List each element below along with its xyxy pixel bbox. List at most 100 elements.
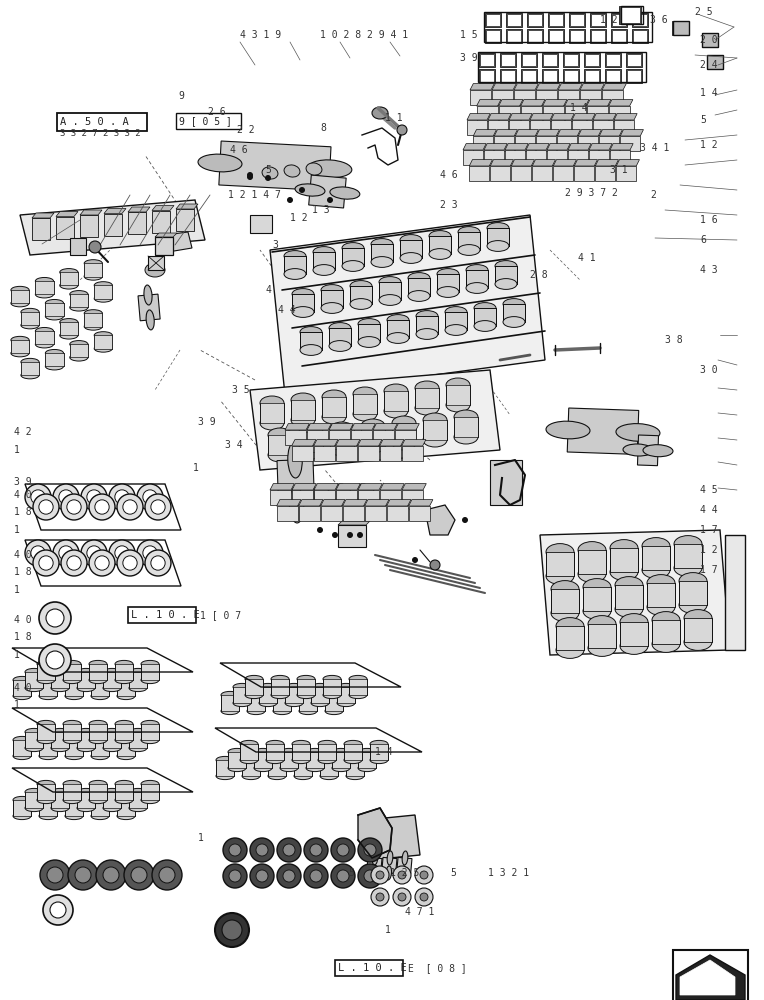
Ellipse shape: [35, 327, 53, 335]
Text: L . 1 0 . E: L . 1 0 . E: [131, 610, 199, 620]
Ellipse shape: [361, 439, 385, 453]
Ellipse shape: [268, 428, 292, 442]
Ellipse shape: [556, 642, 584, 658]
Ellipse shape: [647, 599, 675, 615]
Bar: [91, 800, 109, 816]
Text: 1: 1: [14, 585, 20, 595]
Bar: [268, 760, 286, 776]
Ellipse shape: [620, 614, 648, 630]
Bar: [94, 335, 112, 349]
Text: 3 4 1: 3 4 1: [640, 143, 669, 153]
Bar: [297, 679, 315, 695]
Polygon shape: [165, 232, 192, 252]
Bar: [605, 69, 621, 83]
Circle shape: [31, 490, 45, 504]
Ellipse shape: [323, 691, 341, 699]
Text: 1 2: 1 2: [700, 140, 717, 150]
Bar: [490, 460, 522, 505]
Bar: [402, 490, 423, 505]
Ellipse shape: [652, 636, 680, 652]
Circle shape: [250, 838, 274, 862]
Ellipse shape: [129, 788, 147, 796]
Bar: [155, 237, 173, 255]
Bar: [313, 446, 335, 461]
Ellipse shape: [292, 289, 314, 299]
Polygon shape: [526, 144, 549, 150]
Ellipse shape: [284, 269, 306, 279]
Ellipse shape: [330, 422, 354, 436]
Bar: [527, 13, 543, 27]
Text: 1 4: 1 4: [700, 88, 717, 98]
Bar: [320, 760, 338, 776]
Ellipse shape: [306, 748, 324, 756]
Ellipse shape: [583, 579, 611, 595]
Text: 1 3: 1 3: [312, 205, 329, 215]
Ellipse shape: [84, 310, 102, 317]
Text: 3 9: 3 9: [460, 53, 478, 63]
Bar: [299, 695, 317, 711]
Circle shape: [376, 871, 384, 879]
Ellipse shape: [262, 167, 278, 179]
Bar: [474, 136, 494, 151]
Ellipse shape: [474, 321, 496, 331]
Bar: [353, 394, 377, 414]
Bar: [25, 732, 43, 748]
Circle shape: [81, 484, 107, 510]
Ellipse shape: [271, 675, 289, 683]
Bar: [549, 30, 563, 42]
Ellipse shape: [321, 303, 343, 313]
Ellipse shape: [115, 780, 133, 788]
Ellipse shape: [466, 265, 488, 275]
Ellipse shape: [141, 796, 159, 804]
Ellipse shape: [384, 404, 408, 418]
Bar: [569, 29, 585, 43]
Polygon shape: [536, 84, 560, 90]
Ellipse shape: [91, 812, 109, 820]
Ellipse shape: [39, 736, 57, 744]
Polygon shape: [499, 100, 523, 106]
Polygon shape: [128, 207, 150, 212]
Bar: [542, 53, 558, 67]
Bar: [306, 752, 324, 768]
Polygon shape: [492, 84, 516, 90]
Polygon shape: [474, 130, 497, 136]
Circle shape: [137, 484, 163, 510]
Ellipse shape: [228, 748, 246, 756]
Ellipse shape: [25, 788, 43, 796]
Circle shape: [123, 556, 138, 570]
Text: 4 6: 4 6: [440, 170, 458, 180]
Polygon shape: [602, 84, 626, 90]
Polygon shape: [488, 114, 511, 120]
Polygon shape: [364, 500, 389, 506]
Ellipse shape: [674, 560, 702, 576]
Circle shape: [115, 490, 129, 504]
Bar: [673, 950, 748, 1000]
Ellipse shape: [260, 396, 284, 410]
Circle shape: [137, 540, 163, 566]
Ellipse shape: [51, 668, 69, 676]
Ellipse shape: [60, 319, 78, 326]
Ellipse shape: [285, 699, 303, 707]
Bar: [620, 136, 640, 151]
Ellipse shape: [446, 378, 470, 392]
Bar: [591, 14, 605, 26]
Ellipse shape: [242, 756, 260, 764]
Bar: [294, 760, 312, 776]
Bar: [330, 429, 354, 449]
Ellipse shape: [588, 616, 616, 632]
Bar: [501, 70, 515, 82]
Bar: [285, 430, 306, 445]
Ellipse shape: [39, 752, 57, 760]
Bar: [240, 744, 258, 760]
Bar: [103, 792, 121, 808]
Ellipse shape: [103, 804, 121, 812]
Ellipse shape: [474, 303, 496, 313]
Ellipse shape: [45, 299, 63, 307]
Ellipse shape: [21, 322, 39, 329]
Ellipse shape: [245, 675, 263, 683]
Ellipse shape: [652, 612, 680, 628]
Bar: [611, 29, 627, 43]
Bar: [384, 391, 408, 411]
Polygon shape: [373, 424, 397, 430]
Text: L . 1 0 . E: L . 1 0 . E: [338, 963, 406, 973]
